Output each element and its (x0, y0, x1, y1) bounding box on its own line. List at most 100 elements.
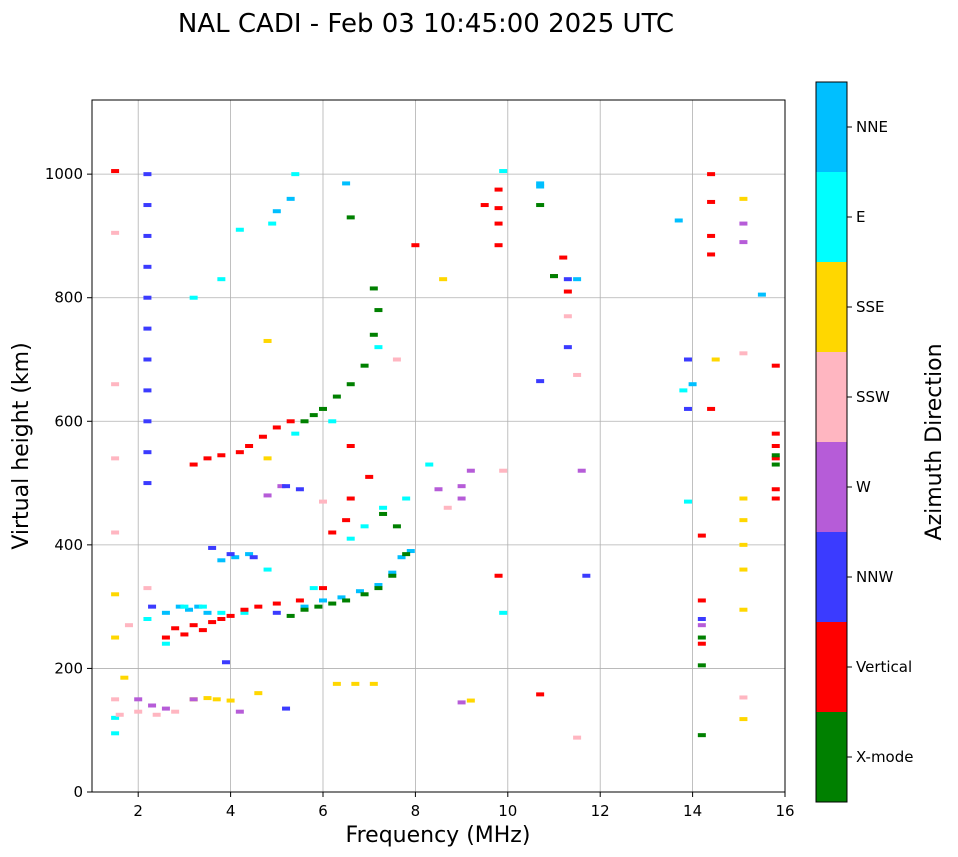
data-point-vertical (190, 463, 198, 467)
colorbar-swatch-e (816, 172, 847, 262)
data-point-x-mode (328, 602, 336, 606)
data-point-e (679, 388, 687, 392)
data-point-x-mode (698, 733, 706, 737)
data-point-w (458, 484, 466, 488)
data-point-x-mode (374, 308, 382, 312)
data-point-vertical (227, 614, 235, 618)
data-point-nnw (143, 419, 151, 423)
data-point-sse (370, 682, 378, 686)
data-point-nnw (148, 605, 156, 609)
data-point-nne (536, 185, 544, 189)
data-point-ssw (111, 697, 119, 701)
data-point-nne (689, 382, 697, 386)
x-tick-label: 6 (318, 802, 328, 820)
colorbar-swatch-x-mode (816, 712, 847, 802)
y-tick-label: 200 (54, 659, 83, 677)
x-tick-label: 10 (498, 802, 517, 820)
data-point-x-mode (772, 463, 780, 467)
colorbar-tick-label: SSE (856, 298, 885, 316)
data-point-e (143, 617, 151, 621)
x-tick-label: 12 (591, 802, 610, 820)
data-point-ssw (739, 351, 747, 355)
x-tick-label: 8 (411, 802, 421, 820)
data-point-w (458, 700, 466, 704)
data-point-x-mode (393, 524, 401, 528)
data-point-vertical (208, 620, 216, 624)
data-point-x-mode (361, 364, 369, 368)
data-point-x-mode (347, 215, 355, 219)
data-point-vertical (495, 206, 503, 210)
data-point-x-mode (361, 592, 369, 596)
data-point-w (739, 222, 747, 226)
data-point-sse (439, 277, 447, 281)
data-point-w (190, 697, 198, 701)
data-point-e (361, 524, 369, 528)
data-point-vertical (772, 444, 780, 448)
plot-frame (92, 100, 785, 792)
data-point-e (310, 586, 318, 590)
data-point-nnw (143, 296, 151, 300)
data-point-nnw (227, 552, 235, 556)
data-point-w (264, 493, 272, 497)
data-point-nnw (143, 388, 151, 392)
data-point-nnw (143, 450, 151, 454)
data-point-sse (739, 497, 747, 501)
data-point-sse (264, 456, 272, 460)
data-point-nnw (282, 707, 290, 711)
data-point-vertical (287, 419, 295, 423)
data-point-e (499, 611, 507, 615)
data-point-x-mode (287, 614, 295, 618)
data-point-nne (675, 218, 683, 222)
data-point-sse (467, 699, 475, 703)
data-point-nnw (296, 487, 304, 491)
data-point-x-mode (698, 663, 706, 667)
data-point-sse (264, 339, 272, 343)
data-point-nnw (273, 611, 281, 615)
data-point-x-mode (342, 598, 350, 602)
data-point-nnw (143, 234, 151, 238)
data-point-nnw (684, 407, 692, 411)
data-point-vertical (217, 617, 225, 621)
data-point-x-mode (301, 419, 309, 423)
x-axis-label: Frequency (MHz) (346, 823, 531, 848)
data-point-vertical (245, 444, 253, 448)
data-point-vertical (259, 435, 267, 439)
colorbar-swatch-vertical (816, 622, 847, 712)
data-point-e (291, 432, 299, 436)
data-point-nne (758, 293, 766, 297)
data-point-vertical (273, 602, 281, 606)
y-axis-ticks: 0 200 400 600 800 1000 (45, 165, 92, 801)
data-point-x-mode (310, 413, 318, 417)
data-point-vertical (254, 605, 262, 609)
data-point-vertical (707, 407, 715, 411)
data-point-nnw (222, 660, 230, 664)
data-point-x-mode (388, 574, 396, 578)
data-point-vertical (536, 692, 544, 696)
data-point-e (425, 463, 433, 467)
data-point-sse (739, 518, 747, 522)
colorbar-tick-label: SSW (856, 388, 890, 406)
data-point-ssw (134, 710, 142, 714)
data-point-vertical (495, 243, 503, 247)
data-point-nnw (250, 555, 258, 559)
data-point-nnw (582, 574, 590, 578)
x-tick-label: 14 (683, 802, 702, 820)
data-point-e (328, 419, 336, 423)
data-point-nne (217, 558, 225, 562)
data-point-vertical (707, 200, 715, 204)
data-point-e (402, 497, 410, 501)
colorbar: X-mode Vertical NNW W SSW SSE E NNE (816, 82, 913, 802)
data-point-vertical (495, 188, 503, 192)
data-point-sse (111, 636, 119, 640)
data-point-vertical (411, 243, 419, 247)
data-point-e (379, 506, 387, 510)
data-point-vertical (171, 626, 179, 630)
y-tick-label: 800 (54, 289, 83, 307)
data-point-nne (273, 209, 281, 213)
data-point-ssw (111, 456, 119, 460)
data-point-nnw (143, 203, 151, 207)
colorbar-swatch-sse (816, 262, 847, 352)
colorbar-swatch-nnw (816, 532, 847, 622)
data-point-e (499, 169, 507, 173)
colorbar-tick-label: NNW (856, 568, 893, 586)
